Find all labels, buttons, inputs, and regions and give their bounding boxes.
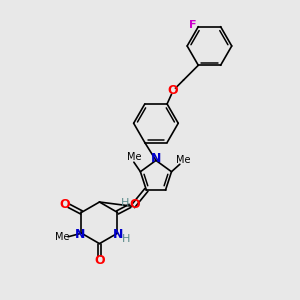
Text: H: H [122, 234, 130, 244]
Text: N: N [151, 152, 161, 165]
Text: O: O [168, 84, 178, 97]
Text: F: F [189, 20, 197, 30]
Text: Me: Me [56, 232, 70, 242]
Text: Me: Me [127, 152, 141, 162]
Text: O: O [59, 198, 70, 211]
Text: H: H [121, 198, 129, 208]
Text: N: N [75, 228, 86, 241]
Text: Me: Me [176, 154, 190, 164]
Text: O: O [94, 254, 105, 267]
Text: O: O [129, 198, 140, 211]
Text: N: N [113, 228, 124, 241]
